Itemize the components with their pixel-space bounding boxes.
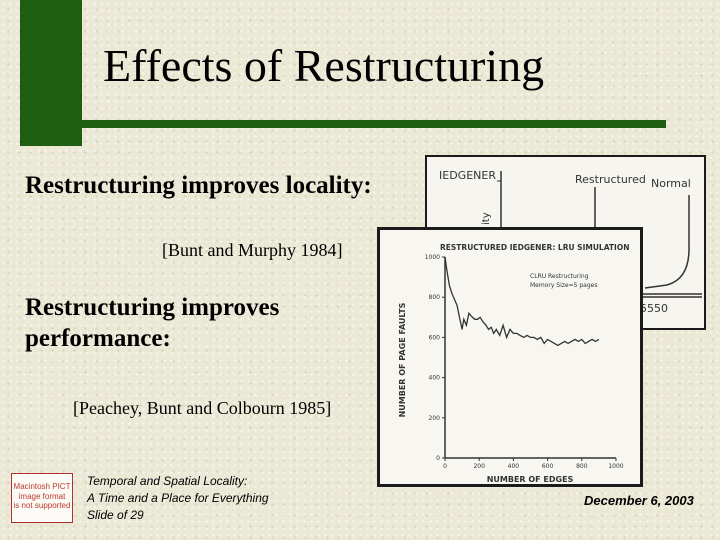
placeholder-line-1: Macintosh PICT bbox=[13, 482, 71, 491]
lru-y-tick-label-5: 1000 bbox=[425, 254, 440, 261]
lru-chart-ylabel: NUMBER OF PAGE FAULTS bbox=[398, 302, 407, 417]
footer-line-1: Temporal and Spatial Locality: bbox=[87, 474, 248, 488]
lru-chart-legend-line-1: CLRU Restructuring bbox=[530, 273, 589, 280]
unsupported-image-placeholder: Macintosh PICT image format is not suppo… bbox=[11, 473, 73, 523]
footer-line-2: A Time and a Place for Everything bbox=[87, 491, 269, 505]
lru-x-tick-label-5: 1000 bbox=[608, 463, 623, 470]
lru-chart-xlabel: NUMBER OF EDGES bbox=[487, 475, 574, 484]
lru-chart-title: RESTRUCTURED IEDGENER: LRU SIMULATION bbox=[440, 243, 630, 252]
chart-lru-simulation: RESTRUCTURED IEDGENER: LRU SIMULATION CL… bbox=[377, 227, 643, 487]
placeholder-line-3: is not supported bbox=[13, 501, 71, 510]
bullet-locality: Restructuring improves locality: bbox=[25, 172, 372, 199]
lru-x-tick-label-3: 600 bbox=[542, 463, 554, 470]
normal-chart-label-normal: Normal bbox=[651, 177, 691, 190]
lru-y-tick-label-3: 600 bbox=[429, 334, 441, 341]
lru-x-tick-label-0: 0 bbox=[443, 463, 447, 470]
lru-y-tick-label-0: 0 bbox=[436, 455, 440, 462]
lru-chart-legend-line-2: Memory Size=5 pages bbox=[530, 282, 598, 289]
lru-series-line-0 bbox=[444, 256, 600, 347]
normal-chart-normal-curve bbox=[644, 195, 690, 289]
normal-chart-xtick-fragment: 5550 bbox=[640, 302, 668, 315]
lru-y-tick-label-2: 400 bbox=[429, 375, 441, 382]
citation-bunt-murphy: [Bunt and Murphy 1984] bbox=[162, 240, 343, 260]
lru-x-tick-label-2: 400 bbox=[508, 463, 520, 470]
footer-date: December 6, 2003 bbox=[584, 493, 694, 508]
bullet-performance: Restructuring improves performance: bbox=[25, 294, 280, 352]
normal-chart-label-program: IEDGENER bbox=[439, 169, 496, 182]
placeholder-line-2: image format bbox=[18, 491, 66, 501]
title-accent-bar-horizontal bbox=[20, 120, 666, 128]
normal-chart-label-restructured: Restructured bbox=[575, 173, 646, 186]
normal-chart-ylabel-fragment: ity bbox=[481, 212, 492, 225]
lru-y-tick-label-4: 800 bbox=[429, 294, 441, 301]
lru-y-tick-label-1: 200 bbox=[429, 415, 441, 422]
lru-x-tick-label-1: 200 bbox=[473, 463, 485, 470]
lru-chart-plot-area: 0 200 400 600 800 1000 0 200 400 600 800 1000 bbox=[425, 254, 624, 470]
slide-title: Effects of Restructuring bbox=[103, 40, 545, 91]
lru-x-tick-label-4: 800 bbox=[576, 463, 588, 470]
citation-peachey-bunt-colbourn: [Peachey, Bunt and Colbourn 1985] bbox=[73, 398, 332, 418]
footer-presentation-info: Temporal and Spatial Locality: A Time an… bbox=[87, 473, 269, 524]
lru-chart-svg: RESTRUCTURED IEDGENER: LRU SIMULATION CL… bbox=[398, 243, 630, 484]
footer-slide-number: Slide of 29 bbox=[87, 508, 144, 522]
